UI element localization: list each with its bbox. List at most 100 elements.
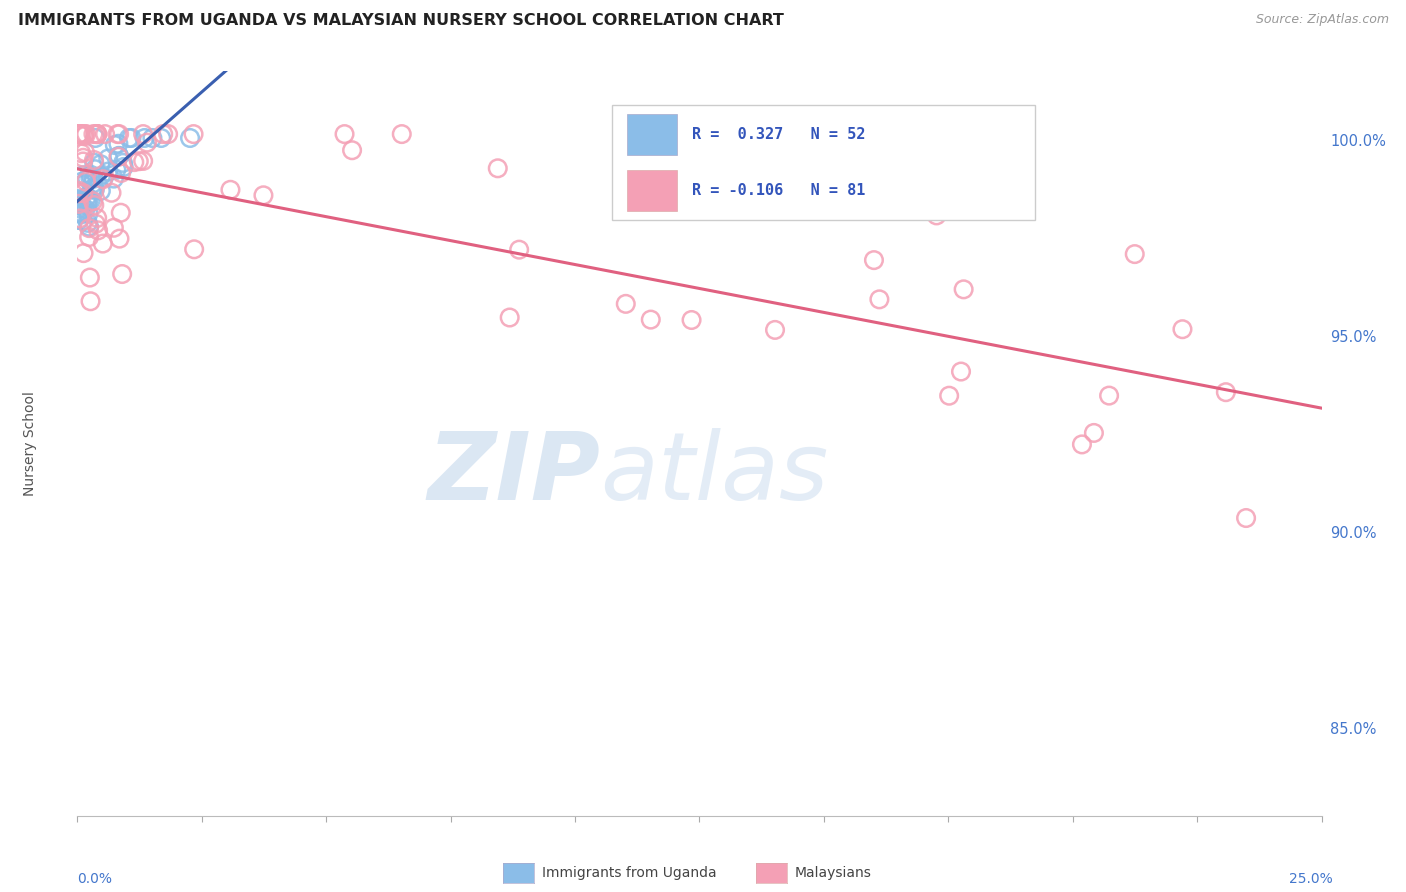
Point <box>340 143 363 157</box>
Point <box>67 194 90 209</box>
Point <box>83 180 105 194</box>
Text: Nursery School: Nursery School <box>22 392 37 496</box>
Point <box>108 149 131 163</box>
Point <box>120 131 142 145</box>
Point <box>108 127 131 141</box>
Point <box>70 127 93 141</box>
Point <box>83 198 105 212</box>
Text: R = -0.106   N = 81: R = -0.106 N = 81 <box>692 184 866 198</box>
Text: Source: ZipAtlas.com: Source: ZipAtlas.com <box>1256 13 1389 27</box>
Point <box>80 168 103 182</box>
Text: 100.0%: 100.0% <box>1330 135 1386 150</box>
Point <box>72 246 94 260</box>
Point <box>86 127 108 141</box>
Point <box>86 127 108 141</box>
Point <box>157 127 180 141</box>
Point <box>110 205 132 219</box>
Point <box>508 243 530 257</box>
Point <box>391 127 413 141</box>
Point <box>1071 437 1094 451</box>
Point <box>80 183 103 197</box>
Point <box>69 211 91 226</box>
Point <box>141 131 163 145</box>
Point <box>79 270 101 285</box>
Point <box>77 206 100 220</box>
Point <box>73 127 96 141</box>
Point <box>83 171 105 186</box>
Point <box>67 127 90 141</box>
Point <box>128 154 150 169</box>
Point <box>112 160 135 174</box>
Point <box>72 214 94 228</box>
Point <box>1098 389 1121 403</box>
FancyBboxPatch shape <box>627 114 678 155</box>
Point <box>863 253 886 268</box>
Point <box>640 312 662 326</box>
Point <box>100 186 122 200</box>
Point <box>84 131 107 145</box>
Point <box>763 323 786 337</box>
Point <box>86 127 108 141</box>
Point <box>84 162 107 177</box>
Point <box>950 365 973 379</box>
Point <box>1171 322 1194 336</box>
Point <box>103 220 125 235</box>
Point <box>952 282 974 296</box>
Point <box>136 136 159 150</box>
Point <box>83 183 105 197</box>
Point <box>108 149 131 163</box>
Point <box>77 219 100 234</box>
Point <box>75 193 97 207</box>
Point <box>70 146 93 161</box>
FancyBboxPatch shape <box>613 105 1035 220</box>
Point <box>76 189 98 203</box>
Point <box>681 313 703 327</box>
Point <box>152 127 174 141</box>
Point <box>67 193 90 207</box>
Point <box>104 138 127 153</box>
Point <box>67 127 90 141</box>
Point <box>91 172 114 186</box>
Point <box>252 188 274 202</box>
Point <box>132 153 155 168</box>
Point <box>69 202 91 216</box>
Point <box>76 216 98 230</box>
Point <box>124 155 146 169</box>
Point <box>132 127 155 141</box>
Text: 95.0%: 95.0% <box>1330 330 1376 345</box>
Text: 25.0%: 25.0% <box>1289 871 1333 886</box>
Point <box>111 267 134 281</box>
Point <box>80 193 103 207</box>
Point <box>87 223 110 237</box>
Point <box>90 169 112 183</box>
FancyBboxPatch shape <box>627 170 678 211</box>
Point <box>90 184 112 198</box>
Point <box>107 150 129 164</box>
Text: atlas: atlas <box>600 428 828 519</box>
Point <box>110 166 132 180</box>
Point <box>134 131 156 145</box>
Point <box>77 221 100 235</box>
Point <box>83 155 105 169</box>
Point <box>90 157 112 171</box>
Point <box>77 230 100 244</box>
Point <box>82 127 104 141</box>
Point <box>1123 247 1146 261</box>
Point <box>118 131 141 145</box>
Point <box>925 208 948 222</box>
Text: 0.0%: 0.0% <box>77 871 112 886</box>
Point <box>69 175 91 189</box>
Text: IMMIGRANTS FROM UGANDA VS MALAYSIAN NURSERY SCHOOL CORRELATION CHART: IMMIGRANTS FROM UGANDA VS MALAYSIAN NURS… <box>18 13 785 29</box>
Point <box>72 168 94 182</box>
Point <box>105 162 128 177</box>
Point <box>111 156 134 170</box>
Point <box>183 242 205 256</box>
Point <box>69 127 91 141</box>
Point <box>67 204 90 219</box>
Text: 90.0%: 90.0% <box>1330 526 1376 541</box>
Point <box>67 184 90 198</box>
Text: ZIP: ZIP <box>427 427 600 519</box>
Point <box>79 294 101 309</box>
Point <box>67 206 90 220</box>
Point <box>70 198 93 212</box>
